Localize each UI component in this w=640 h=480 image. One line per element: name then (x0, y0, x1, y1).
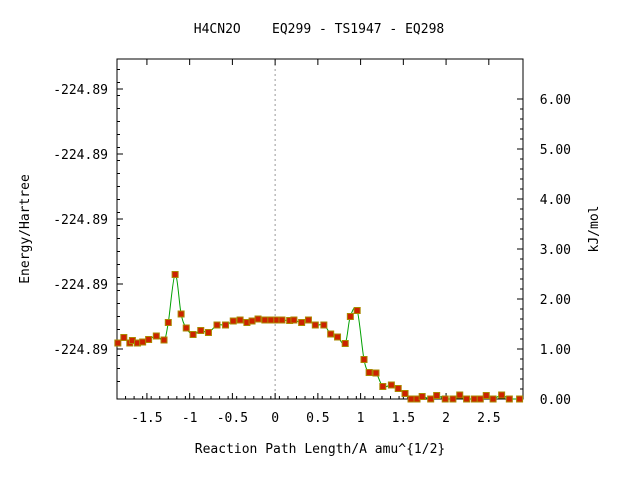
y2-tick-label: 5.00 (540, 143, 571, 158)
x-tick-label: 0.5 (306, 411, 329, 426)
data-point (470, 395, 478, 403)
y2-tick-label: 4.00 (540, 193, 571, 208)
data-point (182, 324, 190, 332)
data-point (379, 383, 387, 390)
y-axis-label: Energy/Hartree (18, 174, 33, 284)
data-point (145, 336, 153, 343)
data-point (204, 329, 212, 336)
data-point (387, 381, 395, 389)
data-point (261, 316, 269, 324)
y-left-tick-labels: -224.89 -224.89 -224.89 -224.89 -224.89 (53, 83, 108, 358)
data-point (365, 369, 373, 376)
data-point (482, 392, 490, 399)
x-tick-label: -1.5 (131, 411, 162, 426)
data-point (189, 331, 197, 338)
data-point (160, 336, 168, 344)
y-tick-label: -224.89 (53, 83, 108, 98)
data-point (114, 339, 122, 347)
data-point (394, 385, 402, 392)
data-point (320, 321, 328, 329)
data-point (334, 333, 342, 341)
data-point (516, 395, 524, 403)
data-point (152, 332, 160, 340)
x-tick-label: 1.5 (392, 411, 415, 426)
x-tick-label: -1 (182, 411, 198, 426)
y2-tick-label: 6.00 (540, 93, 571, 108)
data-point (505, 395, 513, 403)
y-tick-label: -224.89 (53, 278, 108, 293)
x-tick-labels: -1.5 -1 -0.5 0 0.5 1 1.5 2 2.5 (131, 411, 500, 426)
x-tick-label: 2 (442, 411, 450, 426)
y-right-tick-labels: 0.00 1.00 2.00 3.00 4.00 5.00 6.00 (540, 93, 571, 408)
data-point (120, 334, 128, 341)
x-axis-label: Reaction Path Length/A amu^{1/2} (195, 442, 445, 457)
y2-tick-label: 3.00 (540, 243, 571, 258)
data-point (229, 317, 237, 325)
data-point (433, 392, 441, 399)
data-point (139, 338, 147, 346)
data-point (498, 391, 506, 399)
data-point (164, 319, 172, 326)
y2-axis-label: kJ/mol (587, 206, 602, 253)
energy-series-line (117, 273, 520, 400)
chart-title: H4CN2O EQ299 - TS1947 - EQ298 (194, 22, 444, 37)
data-point (418, 393, 426, 400)
axis-ticks (117, 59, 523, 400)
y-tick-label: -224.89 (53, 148, 108, 163)
data-point (441, 395, 449, 403)
data-point (456, 391, 464, 399)
data-point (327, 330, 335, 338)
data-point (341, 340, 349, 347)
y2-tick-label: 1.00 (540, 343, 571, 358)
data-point (222, 321, 230, 329)
data-point (407, 395, 415, 403)
data-point (304, 316, 312, 324)
y2-tick-label: 0.00 (540, 393, 571, 408)
data-points (114, 271, 524, 403)
x-tick-label: 2.5 (477, 411, 500, 426)
data-point (401, 390, 409, 397)
data-point (449, 395, 457, 403)
data-point (197, 327, 205, 334)
data-point (267, 316, 275, 324)
data-point (298, 319, 306, 326)
data-point (476, 395, 484, 403)
x-tick-label: 0 (271, 411, 279, 426)
data-point (372, 369, 380, 377)
data-point (290, 316, 298, 324)
data-point (353, 307, 361, 314)
data-point (278, 316, 286, 324)
data-point (236, 316, 244, 324)
data-point (346, 313, 354, 320)
data-point (213, 321, 221, 329)
x-tick-label: 1 (357, 411, 365, 426)
x-tick-label: -0.5 (217, 411, 248, 426)
data-point (254, 315, 262, 323)
data-point (489, 395, 497, 403)
data-point (248, 317, 256, 325)
data-point (360, 356, 368, 363)
data-point (427, 395, 435, 403)
data-point (171, 271, 179, 278)
plot-frame (116, 58, 524, 400)
y-tick-label: -224.89 (53, 343, 108, 358)
y-tick-label: -224.89 (53, 213, 108, 228)
y2-tick-label: 2.00 (540, 293, 571, 308)
data-point (463, 395, 471, 403)
data-point (311, 321, 319, 329)
data-point (177, 310, 185, 318)
